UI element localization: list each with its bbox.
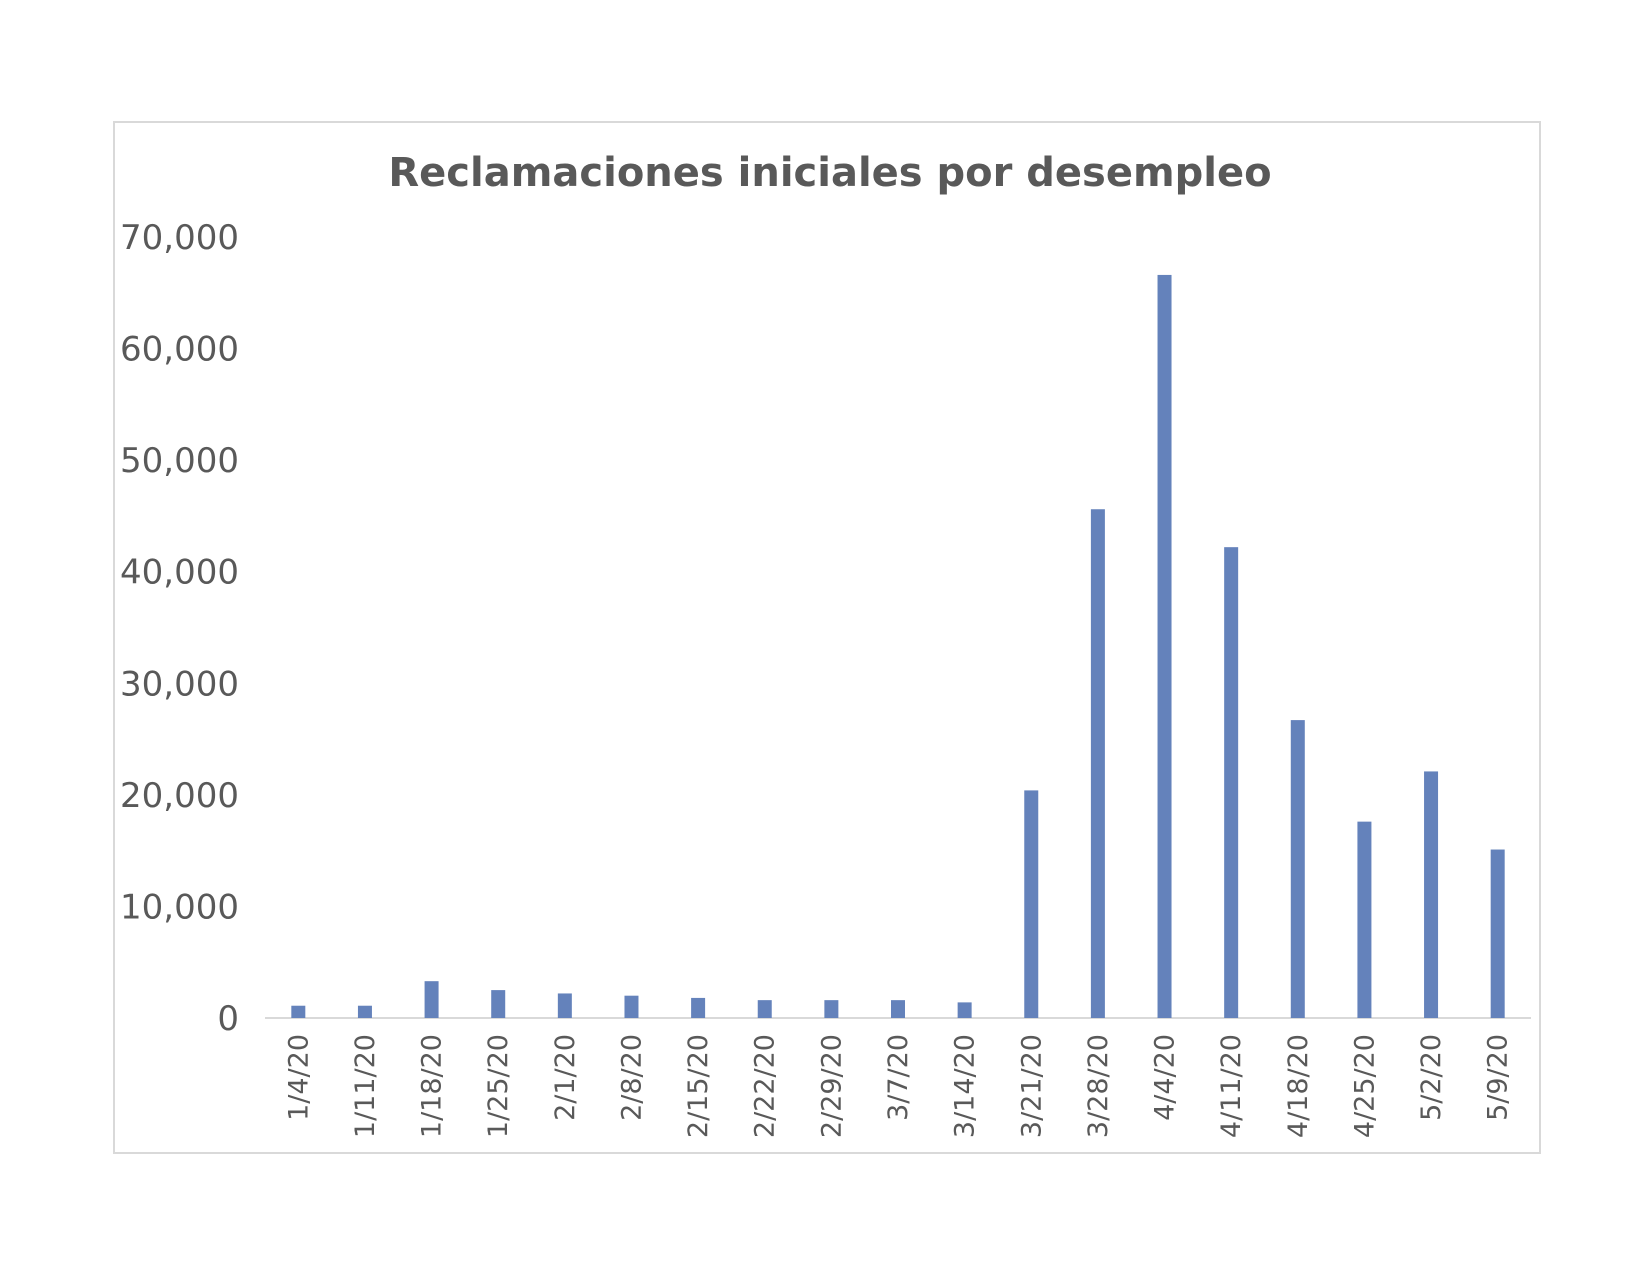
x-tick-label: 3/28/20 bbox=[1083, 1034, 1114, 1138]
bar bbox=[1024, 790, 1039, 1018]
bar bbox=[691, 997, 706, 1018]
bar bbox=[491, 990, 506, 1018]
x-tick-label: 2/1/20 bbox=[550, 1034, 581, 1121]
bar-chart: Reclamaciones iniciales por desempleo 0 1… bbox=[120, 150, 1531, 1138]
y-tick-label: 70,000 bbox=[120, 218, 239, 258]
y-tick-label: 40,000 bbox=[120, 553, 239, 593]
x-tick-label: 2/8/20 bbox=[616, 1034, 647, 1121]
x-tick-label: 2/15/20 bbox=[683, 1034, 714, 1138]
x-tick-label: 1/25/20 bbox=[483, 1034, 514, 1138]
x-axis-ticks: 1/4/20 1/11/20 1/18/20 1/25/20 2/1/20 2/8/20 2… bbox=[283, 1034, 1513, 1138]
x-tick-label: 3/21/20 bbox=[1016, 1034, 1047, 1138]
x-tick-label: 5/2/20 bbox=[1416, 1034, 1447, 1121]
x-tick-label: 1/18/20 bbox=[417, 1034, 448, 1138]
x-tick-label: 3/7/20 bbox=[883, 1034, 914, 1121]
x-tick-label: 4/25/20 bbox=[1349, 1034, 1380, 1138]
bar bbox=[1424, 771, 1439, 1018]
bar bbox=[1090, 509, 1105, 1018]
y-tick-label: 50,000 bbox=[120, 441, 239, 481]
bar bbox=[357, 1005, 372, 1018]
bar bbox=[1290, 720, 1305, 1018]
bar bbox=[1357, 821, 1372, 1018]
bar bbox=[1490, 849, 1505, 1018]
bar bbox=[824, 1000, 839, 1018]
x-tick-label: 5/9/20 bbox=[1483, 1034, 1514, 1121]
bar bbox=[424, 981, 439, 1018]
bar bbox=[1224, 547, 1239, 1018]
y-tick-label: 30,000 bbox=[120, 664, 239, 704]
y-tick-label: 10,000 bbox=[120, 887, 239, 927]
bar bbox=[891, 1000, 905, 1018]
x-tick-label: 4/11/20 bbox=[1216, 1034, 1247, 1138]
x-tick-label: 1/4/20 bbox=[283, 1034, 314, 1121]
x-tick-label: 1/11/20 bbox=[350, 1034, 381, 1138]
x-tick-label: 2/22/20 bbox=[750, 1034, 781, 1138]
bar bbox=[624, 995, 639, 1018]
x-tick-label: 4/4/20 bbox=[1150, 1034, 1181, 1121]
chart-frame: Reclamaciones iniciales por desempleo 0 1… bbox=[113, 121, 1541, 1154]
bar bbox=[757, 1000, 772, 1018]
bar bbox=[1157, 274, 1172, 1018]
x-tick-label: 4/18/20 bbox=[1283, 1034, 1314, 1138]
bar bbox=[557, 993, 572, 1018]
bar bbox=[291, 1005, 306, 1018]
y-axis-ticks: 0 10,000 20,000 30,000 40,000 50,000 60,000 70,… bbox=[120, 218, 239, 1039]
y-tick-label: 20,000 bbox=[120, 776, 239, 816]
bars-group bbox=[291, 274, 1505, 1018]
y-tick-label: 60,000 bbox=[120, 330, 239, 370]
chart-title: Reclamaciones iniciales por desempleo bbox=[388, 150, 1271, 196]
x-tick-label: 3/14/20 bbox=[950, 1034, 981, 1138]
x-tick-label: 2/29/20 bbox=[816, 1034, 847, 1138]
bar bbox=[957, 1002, 972, 1018]
y-tick-label: 0 bbox=[217, 999, 239, 1039]
